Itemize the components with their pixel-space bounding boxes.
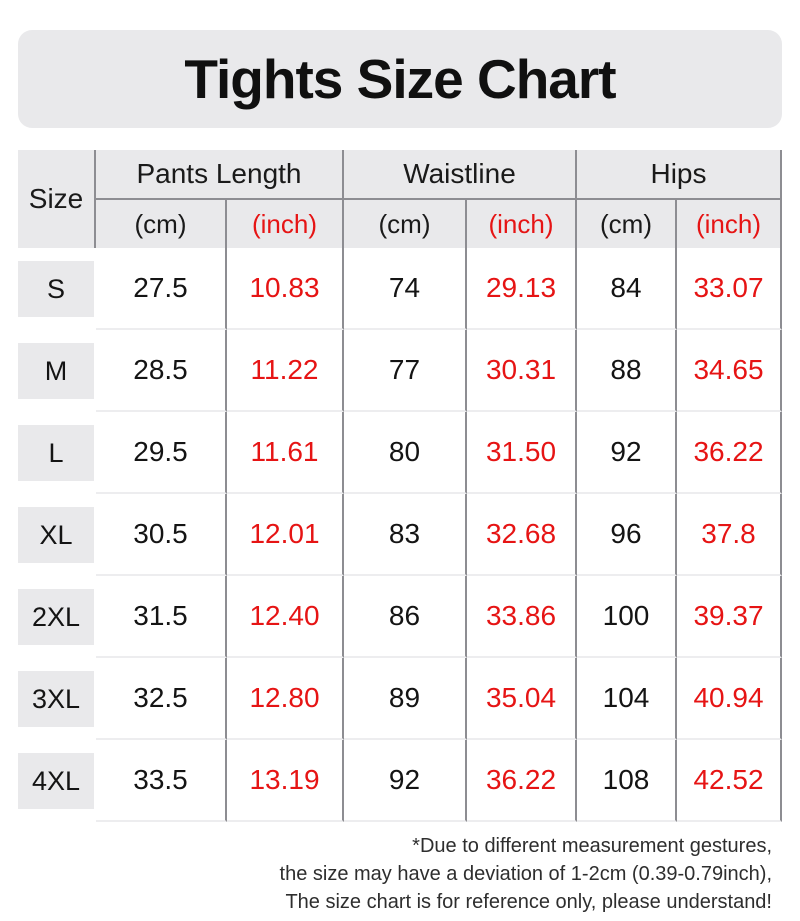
group-label: Pants Length (96, 150, 342, 200)
size-cell: XL (18, 494, 96, 576)
size-chart-table: Size Pants Length (cm) (inch) Waistline … (18, 150, 782, 822)
footnote-line: *Due to different measurement gestures, (412, 835, 772, 857)
value-cell: 31.5 (96, 576, 227, 658)
size-cell: M (18, 330, 96, 412)
value-cell: 96 (577, 494, 677, 576)
value-cell: 30.31 (467, 330, 577, 412)
size-label: 4XL (18, 753, 94, 809)
table-row: S 27.5 10.83 74 29.13 84 33.07 (18, 248, 782, 330)
value-cell: 11.61 (227, 412, 344, 494)
value-cell: 92 (577, 412, 677, 494)
size-label: S (18, 261, 94, 317)
value-cell: 29.5 (96, 412, 227, 494)
value-cell: 86 (344, 576, 467, 658)
group-label: Hips (577, 150, 780, 200)
value-cell: 92 (344, 740, 467, 822)
group-units: (cm) (inch) (344, 200, 575, 248)
footnote-line: The size chart is for reference only, pl… (285, 891, 772, 913)
value-cell: 89 (344, 658, 467, 740)
value-cell: 10.83 (227, 248, 344, 330)
column-group-hips: Hips (cm) (inch) (577, 150, 782, 248)
table-row: XL 30.5 12.01 83 32.68 96 37.8 (18, 494, 782, 576)
table-row: M 28.5 11.22 77 30.31 88 34.65 (18, 330, 782, 412)
value-cell: 40.94 (677, 658, 782, 740)
value-cell: 88 (577, 330, 677, 412)
column-group-pants-length: Pants Length (cm) (inch) (96, 150, 344, 248)
value-cell: 12.01 (227, 494, 344, 576)
unit-header-cm: (cm) (577, 200, 677, 248)
group-units: (cm) (inch) (577, 200, 780, 248)
value-cell: 36.22 (467, 740, 577, 822)
value-cell: 74 (344, 248, 467, 330)
value-cell: 42.52 (677, 740, 782, 822)
footnote-line: the size may have a deviation of 1-2cm (… (279, 863, 772, 885)
unit-header-inch: (inch) (695, 208, 761, 239)
size-cell: 3XL (18, 658, 96, 740)
value-cell: 36.22 (677, 412, 782, 494)
value-cell: 80 (344, 412, 467, 494)
unit-header-cm: (cm) (96, 200, 227, 248)
table-header: Size Pants Length (cm) (inch) Waistline … (18, 150, 782, 248)
group-label: Waistline (344, 150, 575, 200)
value-cell: 33.86 (467, 576, 577, 658)
value-cell: 33.5 (96, 740, 227, 822)
size-cell: S (18, 248, 96, 330)
group-units: (cm) (inch) (96, 200, 342, 248)
size-column-header: Size (18, 150, 96, 248)
value-cell: 12.40 (227, 576, 344, 658)
size-label: XL (18, 507, 94, 563)
value-cell: 84 (577, 248, 677, 330)
page-title: Tights Size Chart (184, 48, 616, 110)
value-cell: 27.5 (96, 248, 227, 330)
value-cell: 34.65 (677, 330, 782, 412)
size-cell: L (18, 412, 96, 494)
value-cell: 104 (577, 658, 677, 740)
value-cell: 37.8 (677, 494, 782, 576)
value-cell: 30.5 (96, 494, 227, 576)
value-cell: 100 (577, 576, 677, 658)
size-cell: 4XL (18, 740, 96, 822)
value-cell: 12.80 (227, 658, 344, 740)
footnote: *Due to different measurement gestures, … (280, 832, 772, 916)
size-label: L (18, 425, 94, 481)
table-body: S 27.5 10.83 74 29.13 84 33.07 M 28.5 11… (18, 248, 782, 822)
value-cell: 11.22 (227, 330, 344, 412)
value-cell: 77 (344, 330, 467, 412)
unit-header-inch: (inch) (488, 208, 554, 239)
table-row: L 29.5 11.61 80 31.50 92 36.22 (18, 412, 782, 494)
value-cell: 32.68 (467, 494, 577, 576)
size-cell: 2XL (18, 576, 96, 658)
unit-header-inch: (inch) (251, 208, 317, 239)
table-row: 3XL 32.5 12.80 89 35.04 104 40.94 (18, 658, 782, 740)
unit-header-cm: (cm) (344, 200, 467, 248)
value-cell: 29.13 (467, 248, 577, 330)
value-cell: 39.37 (677, 576, 782, 658)
value-cell: 28.5 (96, 330, 227, 412)
value-cell: 33.07 (677, 248, 782, 330)
value-cell: 83 (344, 494, 467, 576)
size-label: 2XL (18, 589, 94, 645)
value-cell: 108 (577, 740, 677, 822)
size-label: 3XL (18, 671, 94, 727)
value-cell: 35.04 (467, 658, 577, 740)
column-group-waistline: Waistline (cm) (inch) (344, 150, 577, 248)
table-row: 4XL 33.5 13.19 92 36.22 108 42.52 (18, 740, 782, 822)
size-label: M (18, 343, 94, 399)
title-banner: Tights Size Chart (18, 30, 782, 128)
value-cell: 32.5 (96, 658, 227, 740)
value-cell: 31.50 (467, 412, 577, 494)
table-row: 2XL 31.5 12.40 86 33.86 100 39.37 (18, 576, 782, 658)
value-cell: 13.19 (227, 740, 344, 822)
